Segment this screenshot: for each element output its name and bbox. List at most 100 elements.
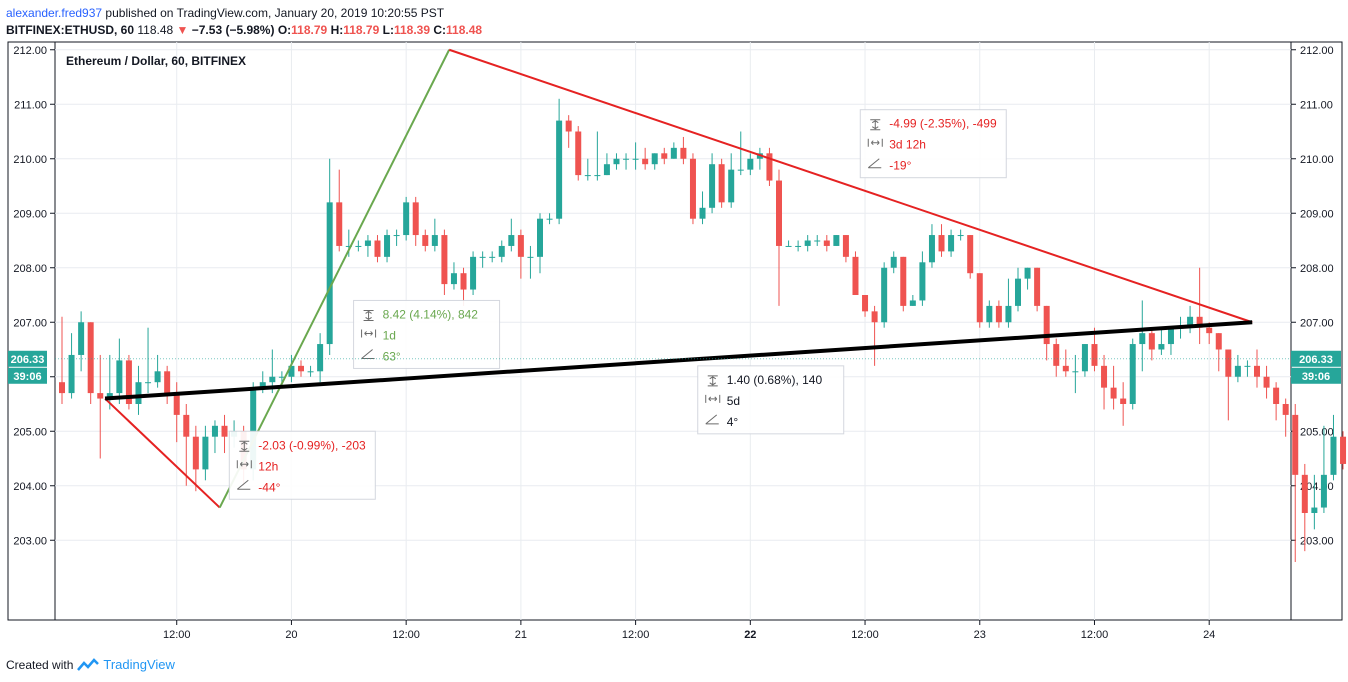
trend-line-black: [104, 320, 1253, 401]
candle-body: [135, 382, 142, 404]
candle-body: [871, 311, 878, 323]
candle-body: [776, 180, 782, 246]
measure-box-bg: [697, 365, 845, 435]
measure-angle-text: -19°: [889, 159, 911, 173]
last-price: 118.48: [137, 23, 174, 37]
candle-body: [288, 365, 295, 377]
candle-body: [957, 235, 964, 237]
candle-body: [1015, 278, 1021, 306]
candle-body: [450, 273, 457, 285]
candle-body: [278, 376, 285, 378]
candle-body: [881, 267, 888, 323]
candle-body: [556, 120, 563, 219]
time-axis[interactable]: 12:00 20 12:00 21 12:00 22 12:00 23 12:00 24: [163, 620, 1215, 641]
candle-body: [680, 147, 687, 159]
candle-body: [307, 371, 314, 373]
change-value: −7.53 (−5.98%): [191, 23, 275, 37]
last-price-badge: [1291, 350, 1341, 367]
y-tick-label-left: 204.00: [13, 481, 47, 493]
candle-body: [976, 273, 983, 323]
candle-body: [747, 158, 754, 170]
tradingview-brand[interactable]: TradingView: [103, 657, 175, 672]
candle-body: [498, 245, 505, 257]
candle-body: [709, 164, 716, 208]
candle-body: [785, 245, 792, 247]
candle-body: [106, 393, 113, 399]
candle-body: [1139, 333, 1146, 345]
candle-body: [1340, 436, 1347, 464]
y-tick-label-right: 205.00: [1300, 426, 1334, 438]
symbol-label: BITFINEX:ETHUSD, 60: [6, 23, 135, 37]
candle-body: [594, 175, 601, 177]
candle-body: [623, 158, 630, 160]
candle-body: [766, 153, 773, 181]
price-range-icon: [363, 309, 374, 321]
candle-body: [384, 235, 391, 257]
candle-body: [1234, 365, 1241, 377]
candle-body: [431, 235, 438, 246]
candle-body: [1167, 327, 1174, 345]
candle-body: [1081, 344, 1088, 372]
candle-body: [795, 245, 802, 247]
x-tick-label: 21: [515, 629, 527, 641]
candle-body: [862, 295, 869, 312]
candle-body: [814, 240, 821, 242]
candle-body: [689, 158, 696, 219]
y-tick-label-right: 207.00: [1300, 317, 1334, 329]
candle-body: [508, 235, 515, 246]
candle-body: [575, 131, 582, 176]
close-value: 118.48: [446, 23, 483, 37]
time-range-icon: [361, 329, 377, 338]
candle-body: [718, 164, 725, 203]
y-tick-label-left: 205.00: [13, 426, 47, 438]
candle-body: [87, 322, 94, 394]
candle-body: [374, 240, 381, 257]
tradingview-logo-icon: [77, 657, 100, 671]
username-link[interactable]: alexander.fred937: [6, 6, 103, 20]
candle-body: [670, 147, 677, 159]
x-tick-label: 12:00: [851, 629, 879, 641]
candle-body: [995, 305, 1002, 323]
candle-body: [613, 158, 620, 165]
y-tick-label-left: 208.00: [13, 263, 47, 275]
candle-body: [804, 240, 811, 246]
candle-body: [202, 436, 209, 470]
candle-body: [1148, 333, 1155, 350]
candle-body: [221, 425, 228, 437]
candle-body: [97, 393, 104, 399]
measure-box-bg: [228, 430, 376, 500]
candle-body: [345, 245, 352, 247]
price-axis[interactable]: 203.00203.00204.00204.00205.00205.00206.…: [13, 45, 1333, 548]
candle-body: [1120, 398, 1127, 404]
last-price-badge-text: 206.33: [1299, 354, 1333, 366]
footer: Created with TradingView: [6, 657, 175, 672]
candle-body: [1311, 507, 1318, 513]
candle-body: [355, 245, 362, 247]
countdown-badge-text: 39:06: [1302, 371, 1330, 383]
x-tick-label: 24: [1203, 629, 1215, 641]
y-tick-label-right: 210.00: [1300, 154, 1334, 166]
candle-body: [470, 256, 477, 290]
candle-body: [1273, 387, 1280, 404]
candle-body: [183, 414, 190, 437]
publish-line: alexander.fred937 published on TradingVi…: [6, 6, 444, 20]
candle-body: [59, 382, 65, 394]
high-value: 118.79: [343, 23, 380, 37]
candle-body: [1005, 305, 1012, 323]
candle-body: [1244, 365, 1251, 367]
candle-body: [68, 354, 75, 394]
candle-body: [326, 202, 333, 345]
angle-icon: [705, 414, 719, 425]
measure-boxes[interactable]: -2.03 (-0.99%), -203 12h -44° 8.42 (4.14%),…: [228, 109, 1007, 500]
candle-body: [1282, 404, 1289, 415]
candle-body: [1320, 474, 1327, 508]
y-tick-label-right: 211.00: [1300, 99, 1333, 111]
candle-body: [1215, 333, 1222, 350]
candle-body: [250, 387, 257, 470]
candle-body: [154, 371, 161, 383]
measure-time-text: 1d: [383, 328, 396, 342]
x-tick-label: 23: [974, 629, 986, 641]
down-arrow-icon: ▼: [176, 23, 189, 37]
candle-body: [603, 164, 610, 176]
